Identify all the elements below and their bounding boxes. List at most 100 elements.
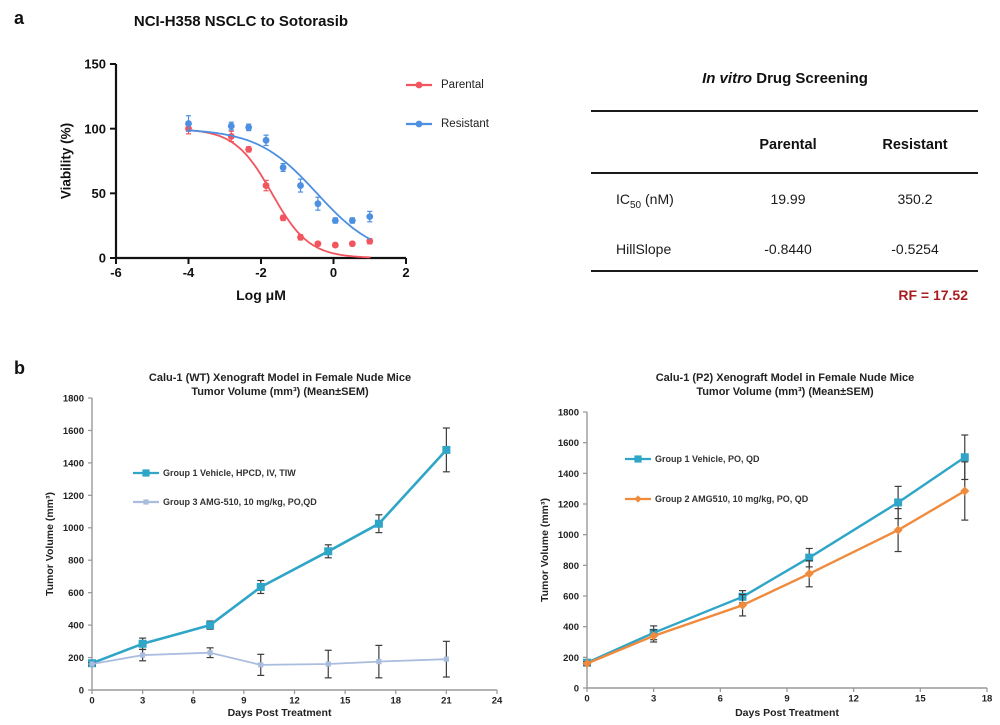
table-rule-top [591,110,978,112]
ic50-label-pre: IC [616,191,630,207]
calu1-p2-plot: 0 3 6 9 12 15 18 0 200 400 600 800 1000 1200 1400 1600 1… [558,407,993,705]
table-title-italic: In vitro [702,70,753,87]
legend-label-group3: Group 3 AMG-510, 10 mg/kg, PO,QD [163,497,317,507]
svg-text:9: 9 [241,696,246,707]
hillslope-label: HillSlope [616,241,672,257]
svg-text:18: 18 [390,696,401,707]
svg-text:400: 400 [68,621,84,632]
svg-text:6: 6 [191,696,196,707]
svg-text:3: 3 [140,696,145,707]
legend-label-group1: Group 1 Vehicle, HPCD, IV, TIW [163,468,296,478]
svg-text:0: 0 [79,685,84,696]
table-title-rest: Drug Screening [752,70,868,87]
parental-marker-icon [406,80,432,90]
legend-item-resistant: Resistant [406,118,489,130]
svg-text:6: 6 [718,694,723,705]
group1-marker-icon [625,454,651,464]
chart-title-line2: Tumor Volume (mm³) (Mean±SEM) [191,386,369,398]
svg-text:0: 0 [89,696,94,707]
resistance-factor-note: RF = 17.52 [898,287,968,303]
calu1-p2-xenograft-chart: Calu-1 (P2) Xenograft Model in Female Nu… [520,360,1000,725]
group3-marker-icon [133,497,159,507]
svg-text:-4: -4 [183,265,195,280]
x-axis-label: Log μM [236,287,286,303]
dose-response-plot: -6 -4 -2 0 2 0 50 100 150 [84,57,409,280]
svg-text:15: 15 [915,694,926,705]
svg-text:-2: -2 [255,265,267,280]
chart-title-line2: Tumor Volume (mm³) (Mean±SEM) [696,386,874,398]
svg-text:150: 150 [84,57,106,72]
group1-marker-icon [133,468,159,478]
ic50-resistant-value: 350.2 [897,191,933,207]
svg-text:9: 9 [784,694,789,705]
svg-text:800: 800 [68,556,84,567]
dose-response-chart: NCI-H358 NSCLC to Sotorasib Viability (%… [0,0,560,330]
svg-text:0: 0 [584,694,589,705]
legend-label-group1: Group 1 Vehicle, PO, QD [655,454,760,464]
svg-text:200: 200 [563,653,579,664]
svg-text:1200: 1200 [558,499,579,510]
svg-text:100: 100 [84,121,106,136]
svg-text:0: 0 [574,683,579,694]
svg-text:1000: 1000 [63,523,84,534]
svg-text:15: 15 [340,696,351,707]
ic50-label-post: (nM) [641,191,674,207]
x-axis-label: Days Post Treatment [227,707,332,719]
ic50-label-sub: 50 [630,199,642,211]
column-header-resistant: Resistant [882,137,948,153]
chart-title-line1: Calu-1 (WT) Xenograft Model in Female Nu… [148,372,412,384]
hillslope-parental-value: -0.8440 [764,241,812,257]
row-label-hillslope: HillSlope [616,241,671,257]
svg-text:24: 24 [492,696,503,707]
svg-text:1400: 1400 [63,458,84,469]
table-title: In vitro Drug Screening [590,70,980,87]
svg-text:1800: 1800 [63,393,84,404]
svg-text:600: 600 [68,588,84,599]
svg-text:0: 0 [330,265,337,280]
svg-text:200: 200 [68,653,84,664]
legend-item-group1: Group 1 Vehicle, HPCD, IV, TIW [133,468,296,478]
svg-text:18: 18 [982,694,993,705]
calu1-wt-xenograft-chart: Calu-1 (WT) Xenograft Model in Female Nu… [30,360,520,725]
svg-text:2: 2 [402,265,409,280]
svg-text:1800: 1800 [558,407,579,418]
panel-b-label: b [14,358,25,378]
x-axis-label: Days Post Treatment [735,707,839,719]
resistant-marker-icon [406,119,432,129]
column-header-parental: Parental [759,137,817,153]
legend-label-group2: Group 2 AMG510, 10 mg/kg, PO, QD [655,494,809,504]
svg-text:-6: -6 [110,265,122,280]
svg-text:21: 21 [441,696,452,707]
in-vitro-screening-table: In vitro Drug Screening Parental Resista… [560,40,1000,330]
table-rule-mid [591,172,978,174]
ic50-parental-value: 19.99 [770,191,806,207]
group2-marker-icon [625,494,651,504]
legend-item-group3: Group 3 AMG-510, 10 mg/kg, PO,QD [133,497,317,507]
svg-text:0: 0 [99,251,106,266]
svg-text:1600: 1600 [63,426,84,437]
svg-text:400: 400 [563,622,579,633]
svg-text:12: 12 [848,694,859,705]
panel-a-label: a [14,8,25,28]
row-label-ic50: IC50 (nM) [616,191,674,211]
legend-label-parental: Parental [441,79,484,91]
legend-item-group1: Group 1 Vehicle, PO, QD [625,454,760,464]
legend-item-parental: Parental [406,79,484,91]
svg-text:3: 3 [651,694,656,705]
svg-text:12: 12 [289,696,300,707]
chart-title-line1: Calu-1 (P2) Xenograft Model in Female Nu… [655,372,915,384]
svg-text:1000: 1000 [558,530,579,541]
hillslope-resistant-value: -0.5254 [891,241,939,257]
calu1-wt-plot: 0 3 6 9 12 15 18 21 24 0 200 400 600 800 1000 1200 1400 1… [63,393,503,707]
chart-title: NCI-H358 NSCLC to Sotorasib [133,13,349,30]
svg-text:600: 600 [563,591,579,602]
svg-text:50: 50 [92,186,106,201]
svg-text:1200: 1200 [63,491,84,502]
svg-text:1400: 1400 [558,469,579,480]
svg-text:1600: 1600 [558,438,579,449]
svg-text:800: 800 [563,561,579,572]
legend-label-resistant: Resistant [441,118,489,130]
table-rule-bottom [591,270,978,272]
legend-item-group2: Group 2 AMG510, 10 mg/kg, PO, QD [625,494,808,504]
